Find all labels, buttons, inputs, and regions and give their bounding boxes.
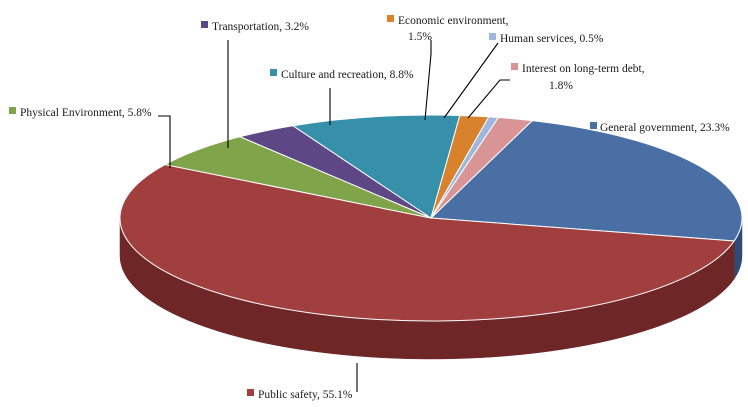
data-label-physical-environment: Physical Environment, 5.8% [20, 107, 152, 119]
data-label-culture-and-recreation: Culture and recreation, 8.8% [281, 69, 414, 81]
pie-labels: General government, 23.3% Public safety, … [9, 15, 730, 401]
label-culture-and-recreation: Culture and recreation, 8.8% [270, 69, 414, 125]
leader-line-physical-environment [158, 115, 171, 168]
legend-marker-economic-environment [387, 15, 394, 22]
pie-slices [119, 114, 743, 322]
data-label-human-services: Human services, 0.5% [500, 33, 604, 45]
data-label-economic-environment-line2: 1.5% [408, 31, 432, 43]
legend-marker-culture-and-recreation [270, 69, 277, 76]
pie-slice-public-safety [119, 164, 736, 322]
pie-slice-culture-and-recreation [291, 114, 461, 219]
leader-line-economic-environment [424, 40, 432, 121]
data-label-general-government: General government, 23.3% [600, 122, 730, 134]
label-physical-environment: Physical Environment, 5.8% [9, 107, 171, 168]
pie-slice-interest-on-long-term-debt [430, 116, 534, 219]
label-transportation: Transportation, 3.2% [201, 21, 309, 148]
legend-marker-interest-on-long-term-debt [511, 63, 518, 70]
legend-marker-transportation [201, 21, 208, 28]
data-label-interest-on-long-term-debt-line2: 1.8% [549, 80, 573, 92]
label-public-safety: Public safety, 55.1% [247, 363, 358, 401]
legend-marker-general-government [590, 122, 597, 129]
data-label-interest-on-long-term-debt: Interest on long-term debt, [522, 63, 645, 75]
pie-slice-general-government [429, 120, 743, 242]
data-label-transportation: Transportation, 3.2% [212, 21, 309, 33]
label-human-services: Human services, 0.5% [443, 33, 604, 119]
label-general-government: General government, 23.3% [590, 122, 730, 134]
legend-marker-public-safety [247, 389, 254, 396]
data-label-public-safety: Public safety, 55.1% [258, 389, 353, 401]
legend-marker-physical-environment [9, 107, 16, 114]
legend-marker-human-services [489, 33, 496, 40]
label-economic-environment: Economic environment, 1.5% [387, 15, 509, 121]
leader-line-interest-on-long-term-debt [467, 79, 510, 119]
data-label-economic-environment: Economic environment, [398, 15, 509, 27]
label-interest-on-long-term-debt: Interest on long-term debt, 1.8% [467, 63, 645, 119]
leader-line-human-services [443, 42, 499, 119]
